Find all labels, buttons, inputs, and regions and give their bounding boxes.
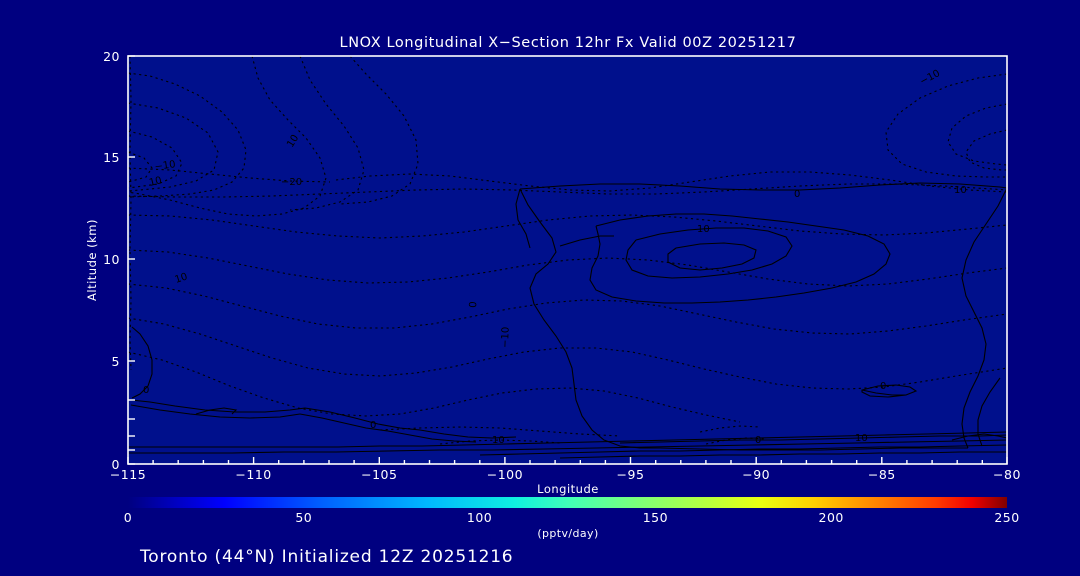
contour-label: 10	[148, 175, 163, 189]
colorbar	[128, 497, 1007, 508]
y-tick-label: 10	[103, 252, 120, 267]
colorbar-tick-label: 0	[124, 510, 132, 525]
x-tick-label: −80	[993, 467, 1021, 482]
y-axis-label: Altitude (km)	[85, 219, 99, 301]
colorbar-tick-label: 150	[643, 510, 668, 525]
x-axis-label: Longitude	[537, 482, 599, 496]
contour-label: 10	[492, 435, 505, 446]
contour-label: 0	[468, 301, 479, 308]
contour-label: −10	[500, 327, 512, 348]
contour-label: −20	[281, 177, 302, 188]
y-tick-label: 0	[112, 457, 120, 472]
colorbar-tick-label: 250	[994, 510, 1019, 525]
colorbar-tick-label: 200	[819, 510, 844, 525]
contour-label: −10	[154, 159, 176, 173]
contour-label: 0	[370, 420, 376, 431]
y-axis-ticks: 0 5 10 15 20	[103, 49, 135, 472]
colorbar-tick-label: 50	[295, 510, 312, 525]
x-axis-ticks: −115 −110 −105 −100 −95 −90 −85 −80	[110, 457, 1021, 482]
x-tick-label: −95	[617, 467, 645, 482]
x-tick-label: −105	[361, 467, 397, 482]
contour-label: 10	[954, 185, 967, 196]
x-tick-label: −90	[742, 467, 770, 482]
contour-label: 10	[855, 433, 868, 444]
y-tick-label: 20	[103, 49, 120, 64]
footer-caption: Toronto (44°N) Initialized 12Z 20251216	[139, 547, 513, 567]
y-tick-label: 15	[103, 150, 120, 165]
contour-label: 0	[794, 189, 800, 200]
contour-label: 10	[174, 271, 190, 285]
plot-frame	[127, 55, 1008, 465]
x-tick-label: −100	[487, 467, 523, 482]
contour-label: 0	[143, 385, 149, 396]
contour-label: 0	[755, 435, 761, 446]
contour-label: 0	[880, 381, 886, 392]
colorbar-ticks: 0 50 100 150 200 250	[124, 510, 1019, 525]
units-label: (pptv/day)	[537, 527, 598, 540]
contour-label: 10	[697, 224, 710, 235]
chart-title: LNOX Longitudinal X−Section 12hr Fx Vali…	[340, 35, 797, 51]
contour-layer	[128, 56, 1007, 459]
x-tick-label: −85	[868, 467, 896, 482]
colorbar-tick-label: 100	[467, 510, 492, 525]
contour-group-positive	[128, 182, 1007, 459]
x-tick-label: −115	[110, 467, 146, 482]
y-tick-label: 5	[112, 354, 120, 369]
x-tick-label: −110	[235, 467, 271, 482]
